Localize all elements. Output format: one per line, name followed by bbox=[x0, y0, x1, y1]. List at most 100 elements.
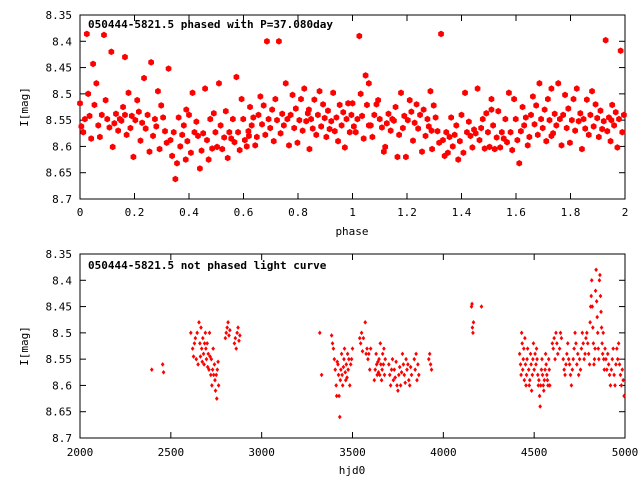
data-point bbox=[130, 153, 137, 161]
data-point bbox=[516, 159, 523, 167]
data-point bbox=[466, 118, 472, 126]
data-point bbox=[358, 341, 363, 346]
data-point bbox=[589, 87, 595, 95]
data-point bbox=[520, 367, 525, 372]
x-tick-label: 2000 bbox=[67, 446, 94, 459]
data-point bbox=[507, 128, 514, 136]
data-point bbox=[85, 90, 92, 98]
data-point bbox=[571, 356, 576, 362]
x-tick-label: 3000 bbox=[248, 446, 275, 459]
data-point bbox=[365, 346, 369, 351]
data-point bbox=[197, 165, 203, 172]
data-point bbox=[366, 356, 370, 362]
data-point bbox=[602, 367, 607, 372]
data-point bbox=[335, 137, 341, 145]
data-point bbox=[540, 356, 544, 362]
x-tick-label: 1 bbox=[349, 206, 356, 219]
data-point bbox=[445, 149, 451, 157]
data-point bbox=[388, 383, 393, 388]
data-point bbox=[223, 335, 228, 341]
data-point bbox=[443, 128, 450, 136]
data-point bbox=[553, 122, 560, 129]
data-point bbox=[213, 377, 217, 383]
data-point bbox=[523, 335, 527, 341]
data-point bbox=[406, 377, 411, 383]
data-point bbox=[413, 367, 418, 372]
data-point bbox=[534, 362, 538, 367]
x-tick-label: 1.4 bbox=[452, 206, 472, 219]
data-point bbox=[93, 80, 100, 87]
data-point bbox=[529, 388, 534, 393]
data-point bbox=[334, 393, 339, 399]
data-point bbox=[345, 100, 351, 107]
data-point bbox=[519, 330, 524, 336]
data-point bbox=[538, 115, 544, 123]
data-point bbox=[597, 356, 601, 362]
data-point bbox=[315, 111, 321, 119]
data-point bbox=[380, 351, 385, 357]
y-tick-label: 8.5 bbox=[52, 88, 72, 101]
data-point bbox=[148, 59, 154, 66]
y-tick-label: 8.4 bbox=[52, 35, 72, 48]
data-point bbox=[620, 367, 625, 372]
data-point bbox=[591, 325, 595, 330]
data-point bbox=[230, 115, 236, 123]
data-point bbox=[617, 47, 624, 55]
data-point bbox=[410, 137, 416, 144]
data-point bbox=[614, 346, 619, 351]
data-point bbox=[259, 121, 265, 128]
data-point bbox=[170, 128, 177, 136]
data-point bbox=[387, 372, 392, 378]
data-point bbox=[407, 383, 412, 388]
data-point bbox=[243, 143, 250, 150]
data-point bbox=[101, 31, 107, 39]
data-point bbox=[399, 369, 404, 375]
data-point bbox=[270, 137, 277, 145]
data-point bbox=[512, 115, 519, 123]
data-point bbox=[343, 115, 350, 123]
data-point bbox=[227, 333, 231, 338]
data-point bbox=[601, 356, 606, 362]
data-point bbox=[577, 356, 582, 362]
data-point bbox=[609, 101, 616, 109]
data-point bbox=[82, 115, 88, 123]
data-point bbox=[401, 362, 406, 367]
y-tick-label: 8.65 bbox=[46, 406, 73, 419]
data-point bbox=[595, 133, 602, 141]
data-point bbox=[438, 30, 444, 38]
y-tick-label: 8.7 bbox=[52, 432, 72, 445]
data-point bbox=[379, 124, 385, 131]
data-point bbox=[506, 89, 512, 97]
data-point bbox=[184, 137, 191, 145]
data-point bbox=[416, 372, 421, 378]
data-point bbox=[98, 111, 105, 119]
data-point bbox=[385, 110, 392, 118]
data-point bbox=[198, 341, 202, 346]
data-point bbox=[365, 80, 372, 87]
data-point bbox=[533, 351, 537, 357]
data-point bbox=[604, 356, 608, 362]
data-point bbox=[424, 115, 431, 123]
data-point bbox=[616, 115, 622, 123]
data-point bbox=[523, 362, 528, 367]
data-point bbox=[132, 116, 139, 124]
data-point bbox=[403, 380, 408, 386]
data-point bbox=[617, 362, 622, 367]
data-point bbox=[589, 277, 594, 283]
data-point bbox=[336, 101, 343, 109]
data-point bbox=[198, 354, 203, 359]
data-point bbox=[565, 341, 570, 346]
data-point bbox=[204, 356, 209, 362]
unphased-light-curve-panel: 050444-5821.5 not phased light curve hjd… bbox=[18, 248, 638, 477]
data-point bbox=[202, 362, 206, 367]
data-point bbox=[326, 125, 333, 133]
data-point bbox=[574, 341, 578, 346]
data-point bbox=[80, 128, 87, 136]
data-point bbox=[532, 367, 537, 372]
data-point bbox=[564, 362, 568, 367]
data-point bbox=[213, 388, 218, 393]
data-point bbox=[599, 309, 603, 315]
data-point bbox=[412, 356, 417, 362]
data-point bbox=[274, 116, 280, 124]
